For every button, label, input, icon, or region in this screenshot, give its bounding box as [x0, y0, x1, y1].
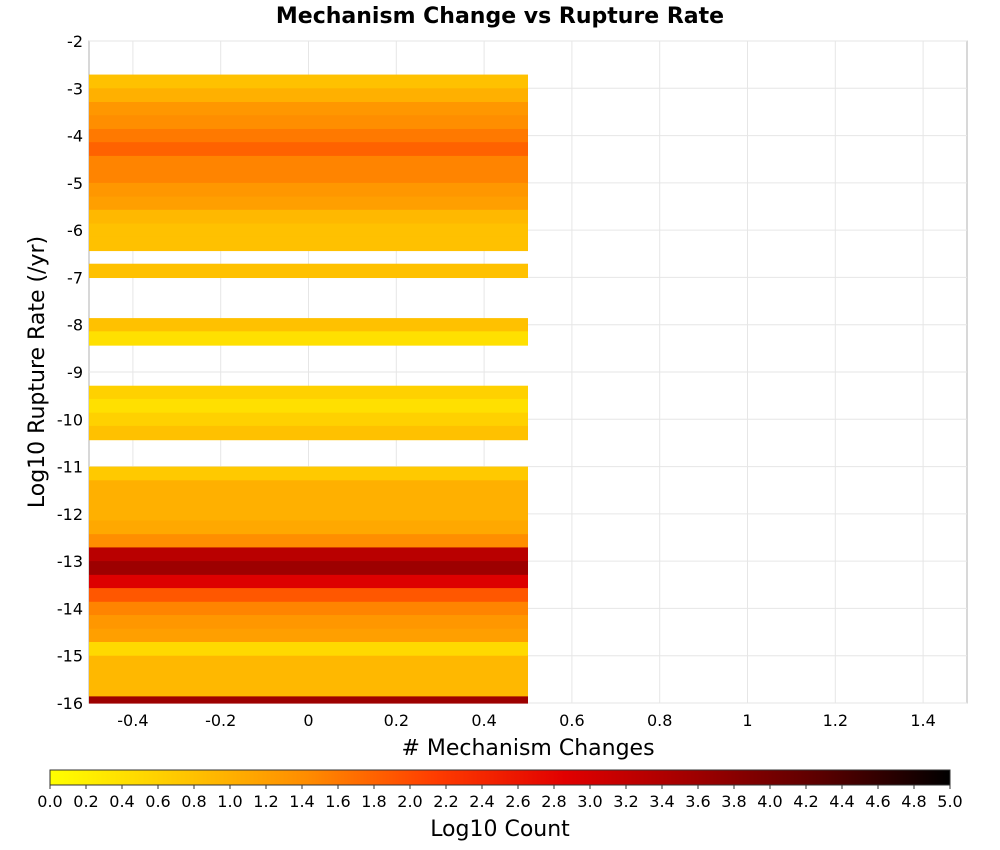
heatmap-cell	[89, 520, 528, 535]
heatmap-cells	[89, 74, 528, 704]
colorbar-tick-label: 2.2	[433, 792, 458, 811]
heatmap-cell	[89, 615, 528, 630]
heatmap-cell	[89, 169, 528, 184]
x-tick-label: -0.2	[205, 711, 236, 730]
x-tick-label: 1	[742, 711, 752, 730]
heatmap-cell	[89, 398, 528, 414]
colorbar-tick-label: 4.6	[865, 792, 890, 811]
colorbar-tick-label: 4.4	[829, 792, 854, 811]
heatmap-cell	[89, 480, 528, 495]
heatmap-cell	[89, 236, 528, 252]
colorbar-tick-label: 1.2	[253, 792, 278, 811]
heatmap-cell	[89, 128, 528, 143]
y-tick-label: -9	[67, 363, 83, 382]
heatmap-cell	[89, 574, 528, 589]
heatmap-cell	[89, 182, 528, 198]
colorbar-tick-label: 3.6	[685, 792, 710, 811]
y-axis-ticks: -2 -3 -4 -5 -6 -7 -8 -9 -10 -11 -12 -13 -14 -15 -16	[57, 32, 83, 713]
heatmap-cell	[89, 547, 528, 562]
heatmap-cell	[89, 385, 528, 400]
x-tick-label: 0.8	[647, 711, 672, 730]
heatmap-cell	[89, 318, 528, 332]
x-tick-label: 1.4	[910, 711, 935, 730]
heatmap-cell	[89, 331, 528, 346]
heatmap-cell	[89, 209, 528, 225]
y-tick-label: -14	[57, 599, 83, 618]
y-tick-label: -12	[57, 505, 83, 524]
heatmap-cell	[89, 425, 528, 441]
y-tick-label: -2	[67, 32, 83, 51]
colorbar-tick-label: 3.4	[649, 792, 674, 811]
heatmap-cell	[89, 223, 528, 238]
chart-title: Mechanism Change vs Rupture Rate	[276, 4, 724, 29]
heatmap-cell	[89, 466, 528, 481]
x-tick-label: 0.6	[559, 711, 584, 730]
colorbar-tick-label: 4.0	[757, 792, 782, 811]
heatmap-cell	[89, 74, 528, 89]
x-tick-label: 0.4	[471, 711, 496, 730]
heatmap-cell	[89, 628, 528, 643]
y-tick-label: -10	[57, 410, 83, 429]
heatmap-cell	[89, 696, 528, 704]
heatmap-cell	[89, 101, 528, 116]
heatmap-cell	[89, 196, 528, 211]
colorbar-tick-label: 3.0	[577, 792, 602, 811]
colorbar-tick-label: 0.2	[73, 792, 98, 811]
heatmap-cell	[89, 655, 528, 671]
x-axis-label: # Mechanism Changes	[401, 736, 654, 761]
y-tick-label: -8	[67, 316, 83, 335]
heatmap-cell	[89, 642, 528, 657]
colorbar-tick-label: 4.8	[901, 792, 926, 811]
colorbar-tick-label: 4.2	[793, 792, 818, 811]
colorbar-tick-label: 2.0	[397, 792, 422, 811]
colorbar-tick-label: 0.8	[181, 792, 206, 811]
heatmap-cell	[89, 534, 528, 549]
y-tick-label: -7	[67, 268, 83, 287]
colorbar-label: Log10 Count	[430, 817, 570, 842]
y-tick-label: -4	[67, 127, 83, 146]
colorbar-tick-label: 1.4	[289, 792, 314, 811]
heatmap-cell	[89, 412, 528, 427]
heatmap-cell	[89, 88, 528, 103]
heatmap-cell	[89, 142, 528, 157]
y-tick-label: -3	[67, 79, 83, 98]
colorbar-tick-label: 1.0	[217, 792, 242, 811]
heatmap-cell	[89, 263, 528, 279]
colorbar-tick-label: 0.6	[145, 792, 170, 811]
colorbar-tick-label: 3.8	[721, 792, 746, 811]
heatmap-cell	[89, 507, 528, 522]
heatmap-cell	[89, 588, 528, 603]
colorbar-tick-label: 3.2	[613, 792, 638, 811]
colorbar-tick-label: 1.8	[361, 792, 386, 811]
heatmap-cell	[89, 115, 528, 130]
x-tick-label: 1.2	[823, 711, 848, 730]
y-tick-label: -11	[57, 458, 83, 477]
colorbar	[49, 769, 951, 786]
colorbar-tick-label: 0.4	[109, 792, 134, 811]
y-tick-label: -5	[67, 174, 83, 193]
colorbar-tick-label: 0.0	[37, 792, 62, 811]
y-tick-label: -6	[67, 221, 83, 240]
heatmap-cell	[89, 601, 528, 616]
y-tick-label: -13	[57, 552, 83, 571]
colorbar-tick-label: 5.0	[937, 792, 962, 811]
heatmap-cell	[89, 669, 528, 684]
x-tick-label: -0.4	[117, 711, 148, 730]
heatmap-cell	[89, 682, 528, 697]
heatmap-cell	[89, 561, 528, 576]
colorbar-ticks: 0.0 0.2 0.4 0.6 0.8 1.0 1.2 1.4 1.6 1.8 2.0 2.2 2.4 2…	[37, 785, 963, 811]
colorbar-tick-label: 2.8	[541, 792, 566, 811]
heatmap-cell	[89, 155, 528, 170]
y-tick-label: -16	[57, 694, 83, 713]
y-tick-label: -15	[57, 647, 83, 666]
colorbar-tick-label: 1.6	[325, 792, 350, 811]
y-axis-label: Log10 Rupture Rate (/yr)	[25, 236, 50, 508]
colorbar-tick-label: 2.4	[469, 792, 494, 811]
colorbar-tick-label: 2.6	[505, 792, 530, 811]
x-tick-label: 0.2	[384, 711, 409, 730]
x-tick-label: 0	[303, 711, 313, 730]
heatmap-cell	[89, 493, 528, 508]
x-axis-ticks: -0.4 -0.2 0 0.2 0.4 0.6 0.8 1 1.2 1.4	[117, 711, 936, 730]
